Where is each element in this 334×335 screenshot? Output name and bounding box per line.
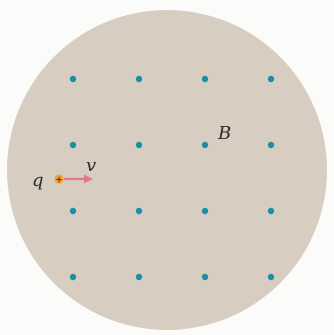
field-dot <box>69 141 77 149</box>
field-dot-grid <box>69 75 275 281</box>
field-dot <box>267 207 275 215</box>
field-label: B <box>217 123 231 144</box>
field-dot <box>267 273 275 281</box>
field-dot <box>267 141 275 149</box>
field-dot <box>69 207 77 215</box>
charge-sign: + <box>55 175 62 185</box>
velocity-arrow <box>64 174 93 184</box>
charge: + <box>54 174 64 185</box>
field-dot <box>201 75 209 83</box>
field-region <box>7 10 327 330</box>
field-dot <box>201 141 209 149</box>
field-dot <box>135 207 143 215</box>
field-dot <box>69 75 77 83</box>
field-dot <box>201 273 209 281</box>
field-dot <box>135 141 143 149</box>
velocity-label: v <box>86 155 96 176</box>
field-dot <box>267 75 275 83</box>
field-dot <box>201 207 209 215</box>
field-dot <box>135 75 143 83</box>
field-dot <box>69 273 77 281</box>
field-dot <box>135 273 143 281</box>
charge-label: q <box>32 170 44 191</box>
